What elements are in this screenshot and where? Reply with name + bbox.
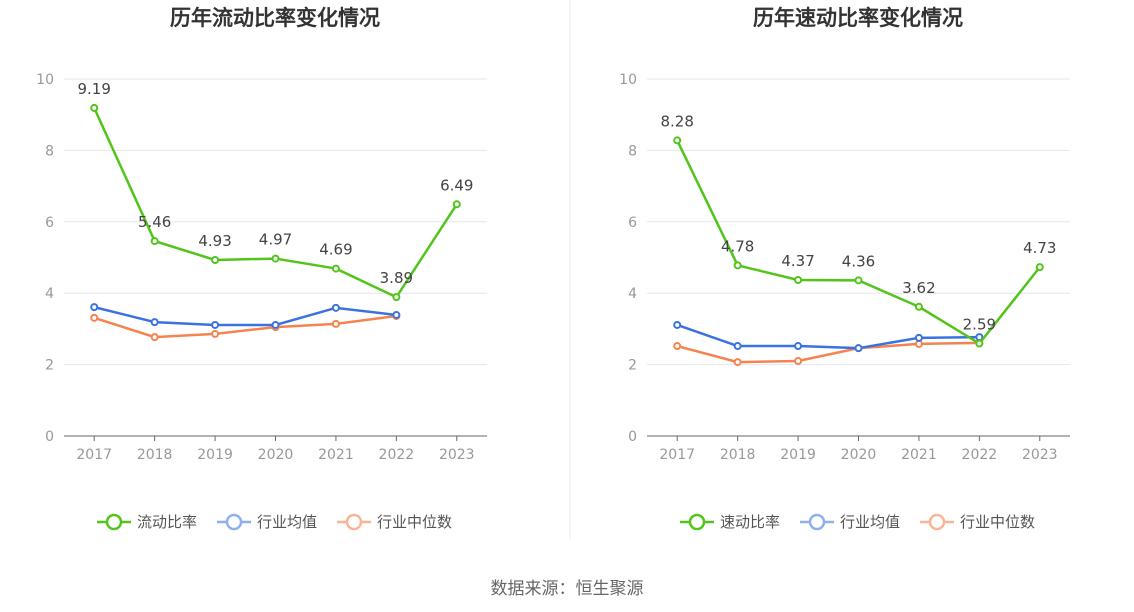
- legend-marker[interactable]: [808, 513, 826, 531]
- data-point: [150, 237, 159, 246]
- data-label: 3.62: [902, 279, 935, 297]
- data-label: 4.97: [259, 231, 292, 249]
- x-tick-label: 2020: [258, 447, 294, 463]
- legend-marker[interactable]: [688, 513, 706, 531]
- data-point: [271, 254, 280, 263]
- data-point: [271, 320, 280, 329]
- y-tick-label: 0: [628, 429, 637, 445]
- data-point: [211, 255, 220, 264]
- legend-label[interactable]: 行业均值: [840, 513, 900, 531]
- data-point: [90, 103, 99, 112]
- data-point: [211, 329, 220, 338]
- data-point: [794, 357, 803, 366]
- data-point: [150, 333, 159, 342]
- data-label: 6.49: [440, 176, 473, 194]
- y-tick-label: 0: [45, 429, 54, 445]
- data-point: [1035, 263, 1044, 272]
- x-tick-label: 2018: [137, 447, 173, 463]
- data-point: [392, 293, 401, 302]
- x-tick-label: 2020: [841, 447, 877, 463]
- data-point: [150, 318, 159, 327]
- data-label: 9.19: [78, 80, 111, 98]
- data-point: [914, 333, 923, 342]
- data-label: 5.46: [138, 213, 171, 231]
- x-tick-label: 2019: [780, 447, 816, 463]
- data-point: [90, 303, 99, 312]
- y-tick-label: 8: [45, 143, 54, 159]
- legend-label[interactable]: 行业均值: [257, 513, 317, 531]
- legend-label[interactable]: 行业中位数: [377, 513, 452, 531]
- data-point: [331, 303, 340, 312]
- data-point: [331, 319, 340, 328]
- y-tick-label: 10: [36, 72, 54, 88]
- data-point: [392, 310, 401, 319]
- y-tick-label: 2: [45, 358, 54, 374]
- data-point: [452, 200, 461, 209]
- chart-title: 历年速动比率变化情况: [753, 6, 963, 30]
- x-tick-label: 2017: [659, 447, 695, 463]
- data-label: 4.78: [721, 237, 754, 255]
- data-label: 3.89: [380, 269, 413, 287]
- legend-label[interactable]: 行业中位数: [960, 513, 1035, 531]
- y-tick-label: 6: [45, 215, 54, 231]
- legend-marker[interactable]: [225, 513, 243, 531]
- data-point: [975, 339, 984, 348]
- data-label: 2.59: [963, 316, 996, 334]
- legend-label[interactable]: 速动比率: [720, 513, 780, 531]
- data-label: 4.69: [319, 241, 352, 259]
- legend-marker[interactable]: [345, 513, 363, 531]
- data-label: 4.93: [198, 232, 231, 250]
- data-point: [794, 342, 803, 351]
- series-line: [93, 314, 397, 339]
- data-label: 4.73: [1023, 239, 1056, 257]
- y-tick-label: 8: [628, 143, 637, 159]
- x-tick-label: 2022: [962, 447, 998, 463]
- x-tick-label: 2017: [76, 447, 112, 463]
- data-point: [854, 344, 863, 353]
- data-label: 4.36: [842, 252, 875, 270]
- chart-title: 历年流动比率变化情况: [170, 6, 380, 30]
- y-tick-label: 10: [619, 72, 637, 88]
- x-tick-label: 2021: [901, 447, 937, 463]
- y-tick-label: 6: [628, 215, 637, 231]
- x-tick-label: 2019: [197, 447, 233, 463]
- y-tick-label: 2: [628, 358, 637, 374]
- x-tick-label: 2023: [439, 447, 475, 463]
- data-point: [914, 302, 923, 311]
- data-point: [331, 264, 340, 273]
- data-point: [211, 320, 220, 329]
- data-label: 4.37: [781, 252, 814, 270]
- data-point: [854, 276, 863, 285]
- series-line: [93, 305, 397, 327]
- legend-label[interactable]: 流动比率: [137, 513, 197, 531]
- data-point: [733, 358, 742, 367]
- x-tick-label: 2021: [318, 447, 354, 463]
- legend-marker[interactable]: [928, 513, 946, 531]
- data-point: [733, 342, 742, 351]
- x-tick-label: 2022: [379, 447, 415, 463]
- x-tick-label: 2023: [1022, 447, 1058, 463]
- data-point: [794, 275, 803, 284]
- data-source: 数据来源：恒生聚源: [490, 579, 644, 599]
- x-tick-label: 2018: [720, 447, 756, 463]
- legend-marker[interactable]: [105, 513, 123, 531]
- series-line: [676, 341, 980, 364]
- series-line: [676, 323, 980, 350]
- data-point: [90, 313, 99, 322]
- y-tick-label: 4: [628, 286, 637, 302]
- data-point: [733, 261, 742, 270]
- data-point: [673, 342, 682, 351]
- data-point: [673, 136, 682, 145]
- data-label: 8.28: [661, 112, 694, 130]
- y-tick-label: 4: [45, 286, 54, 302]
- data-point: [673, 320, 682, 329]
